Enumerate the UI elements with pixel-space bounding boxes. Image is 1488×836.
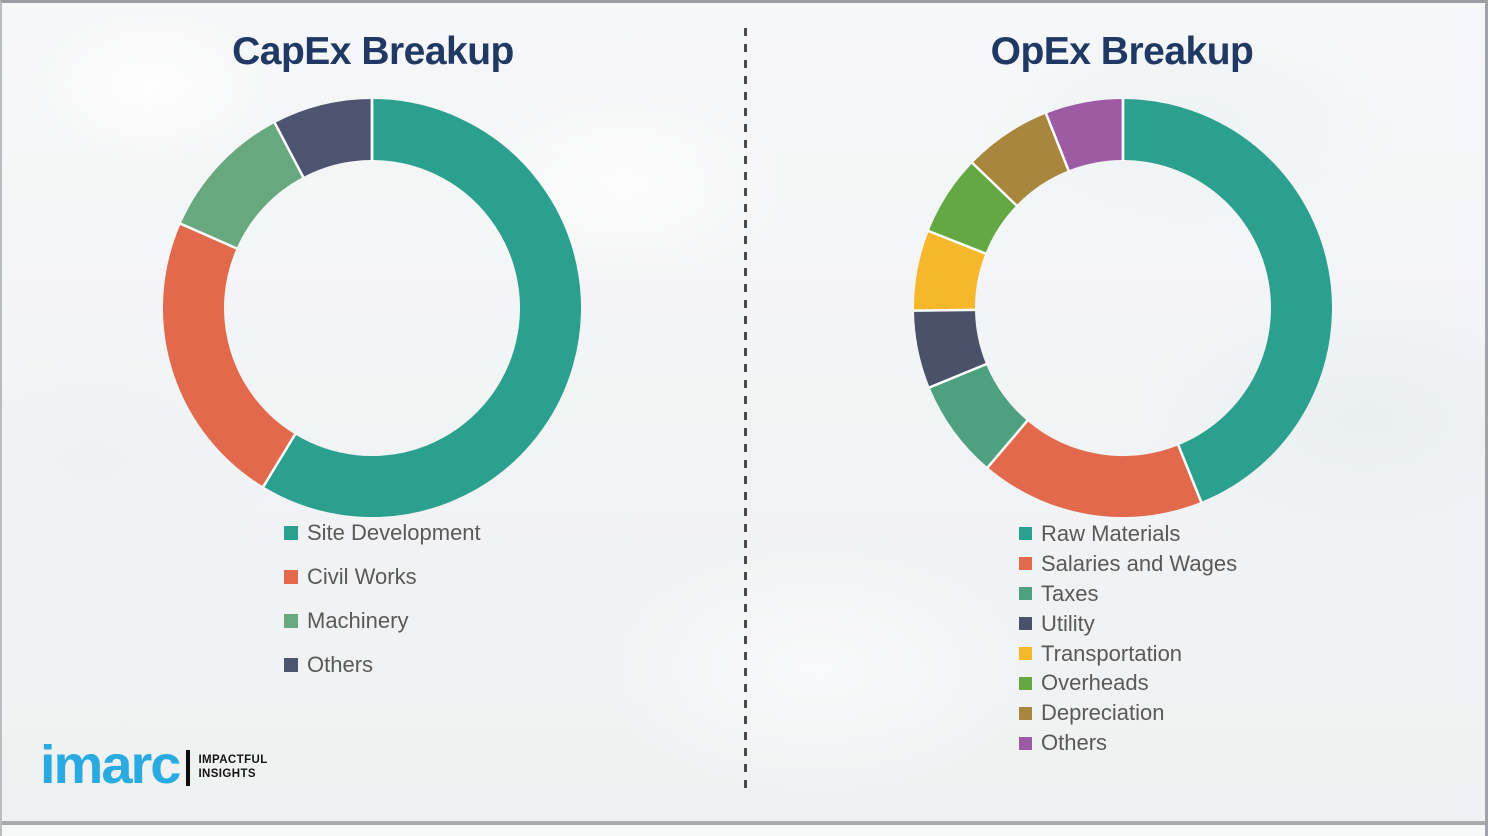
legend-label-transportation: Transportation (1041, 640, 1183, 666)
capex-donut-chart (163, 99, 581, 517)
legend-label-overheads: Overheads (1041, 670, 1149, 696)
segment-separator (970, 161, 1019, 208)
legend-color-swatch-others (284, 658, 298, 672)
legend-item-others: Others (1019, 728, 1237, 758)
bottom-border-rule (2, 821, 1485, 825)
donut-segment-site-development (263, 99, 581, 517)
legend-label-utility: Utility (1041, 610, 1095, 636)
legend-label-site-development: Site Development (307, 520, 481, 545)
legend-label-taxes: Taxes (1041, 580, 1099, 606)
segment-separator (1176, 443, 1203, 504)
logo-tagline-line1: IMPACTFUL (198, 754, 268, 767)
legend-item-overheads: Overheads (1019, 668, 1237, 698)
dashed-divider-line (744, 28, 747, 795)
donut-segment-raw-materials (1122, 99, 1332, 502)
legend-label-others: Others (307, 652, 374, 677)
donut-segment-transportation (914, 231, 986, 311)
donut-segment-others (274, 99, 373, 178)
legend-label-raw-materials: Raw Materials (1041, 520, 1181, 546)
donut-segment-overheads (928, 163, 1017, 255)
donut-segment-depreciation (972, 113, 1070, 206)
segment-separator (927, 362, 988, 390)
segment-separator (1044, 111, 1071, 173)
legend-item-transportation: Transportation (1019, 639, 1237, 669)
legend-item-machinery: Machinery (284, 599, 481, 643)
legend-item-depreciation: Depreciation (1019, 698, 1237, 728)
donut-segment-utility (914, 309, 987, 388)
logo-divider-bar (186, 750, 191, 786)
legend-item-site-development: Site Development (284, 511, 481, 555)
legend-color-swatch-others (1019, 736, 1032, 750)
legend-item-others: Others (284, 643, 481, 687)
opex-donut-chart (914, 99, 1332, 517)
legend-item-salaries-and-wages: Salaries and Wages (1019, 549, 1237, 579)
segment-separator (272, 121, 305, 179)
legend-item-taxes: Taxes (1019, 579, 1237, 609)
legend-color-swatch-transportation (1019, 647, 1032, 660)
legend-label-civil-works: Civil Works (307, 564, 417, 589)
capex-legend: Site Development Civil Works Machinery Othe… (284, 511, 481, 687)
capex-chart-title: CapEx Breakup (232, 30, 514, 73)
legend-label-depreciation: Depreciation (1041, 700, 1165, 726)
imarc-logo-wordmark: imarc (40, 734, 181, 795)
segment-separator (914, 308, 977, 312)
legend-color-swatch-raw-materials (1019, 527, 1032, 541)
legend-color-swatch-taxes (1019, 587, 1032, 601)
legend-color-swatch-machinery (284, 614, 298, 628)
legend-color-swatch-site-development (284, 526, 298, 540)
legend-color-swatch-overheads (1019, 676, 1032, 690)
segment-separator (178, 222, 239, 251)
legend-item-civil-works: Civil Works (284, 555, 481, 599)
legend-color-swatch-depreciation (1019, 706, 1032, 720)
legend-item-raw-materials: Raw Materials (1019, 519, 1237, 549)
legend-label-others: Others (1041, 730, 1108, 756)
legend-label-machinery: Machinery (307, 608, 409, 633)
donut-segment-civil-works (163, 223, 296, 487)
legend-color-swatch-salaries-and-wages (1019, 557, 1032, 571)
segment-separator (926, 229, 988, 256)
legend-label-salaries-and-wages: Salaries and Wages (1041, 550, 1238, 576)
legend-item-utility: Utility (1019, 609, 1237, 639)
opex-chart-title: OpEx Breakup (990, 30, 1254, 73)
opex-legend: Raw Materials Salaries and Wages Taxes Util… (1019, 519, 1237, 758)
segment-separator (985, 418, 1030, 470)
legend-color-swatch-civil-works (284, 570, 298, 584)
legend-color-swatch-utility (1019, 617, 1032, 631)
logo-tagline-line2: INSIGHTS (198, 768, 256, 780)
donut-segment-salaries-and-wages (987, 420, 1202, 517)
imarc-logo: imarc IMPACTFUL INSIGHTS (40, 737, 268, 793)
donut-segment-machinery (180, 122, 304, 250)
donut-segment-others (1046, 99, 1124, 171)
bottom-border-pad (2, 825, 1485, 836)
segment-separator (261, 432, 297, 489)
logo-tagline: IMPACTFUL INSIGHTS (198, 754, 267, 782)
donut-segment-taxes (929, 363, 1028, 468)
